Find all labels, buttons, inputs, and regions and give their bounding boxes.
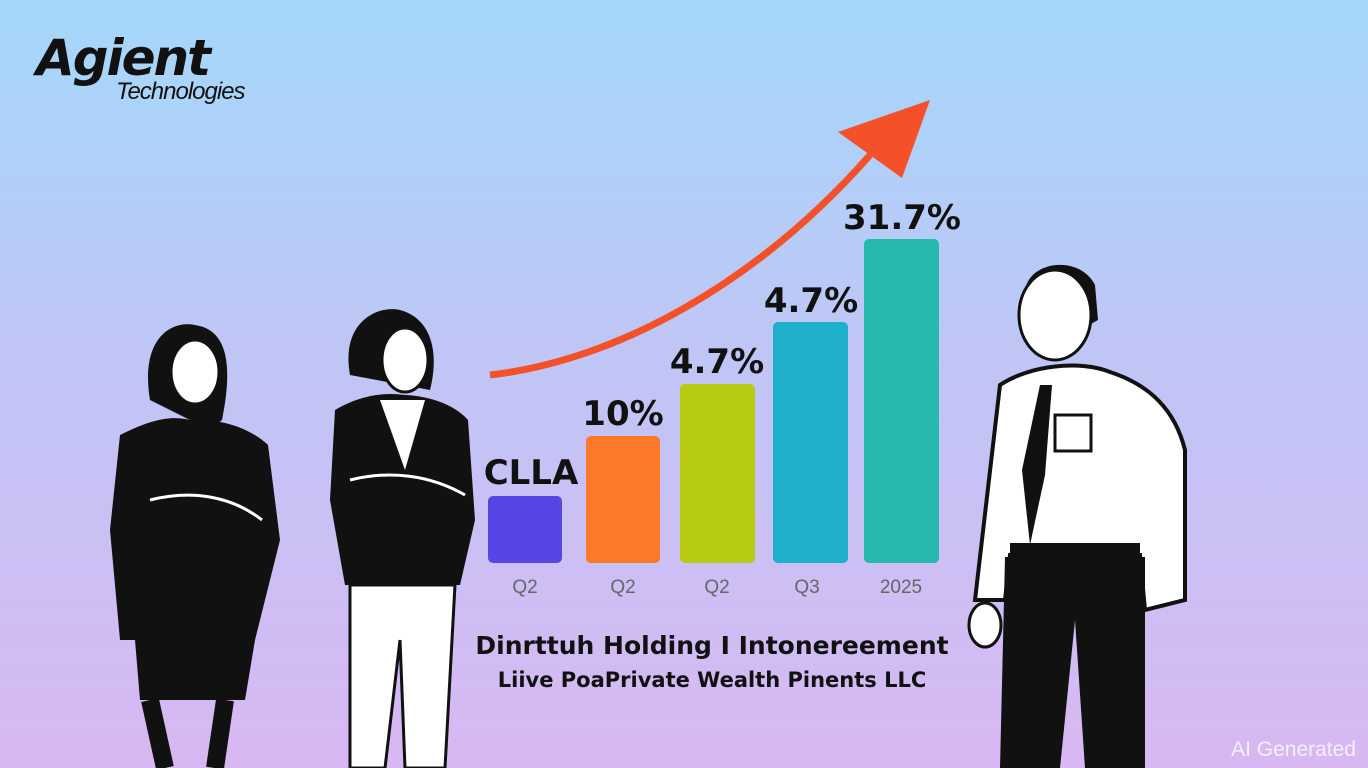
bar-label: 10% <box>582 394 663 434</box>
person <box>967 264 1187 768</box>
trend-arrow <box>489 152 873 379</box>
category-label: Q2 <box>610 577 635 598</box>
bar-label: 4.7% <box>670 342 764 382</box>
category-label: Q2 <box>704 577 729 598</box>
category-label: Q3 <box>794 577 819 598</box>
bar <box>680 384 755 563</box>
category-label: 2025 <box>880 577 922 598</box>
bar <box>586 436 660 563</box>
bar-label: 4.7% <box>764 281 858 321</box>
watermark: AI Generated <box>1231 738 1356 761</box>
bar <box>864 239 939 563</box>
logo-tagline: Technologies <box>116 78 246 105</box>
bar <box>488 496 562 563</box>
caption-line: Liive PoaPrivate Wealth Pinents LLC <box>498 668 927 692</box>
logo-name: Agient <box>32 29 213 87</box>
caption-line: Dinrttuh Holding I Intonereement <box>475 631 948 660</box>
category-label: Q2 <box>512 577 537 598</box>
person <box>330 309 475 768</box>
arrow-head <box>838 100 930 178</box>
person <box>110 324 280 768</box>
bar <box>773 322 848 563</box>
bar-label: 31.7% <box>843 198 961 238</box>
bar-label: CLLA <box>484 453 579 493</box>
